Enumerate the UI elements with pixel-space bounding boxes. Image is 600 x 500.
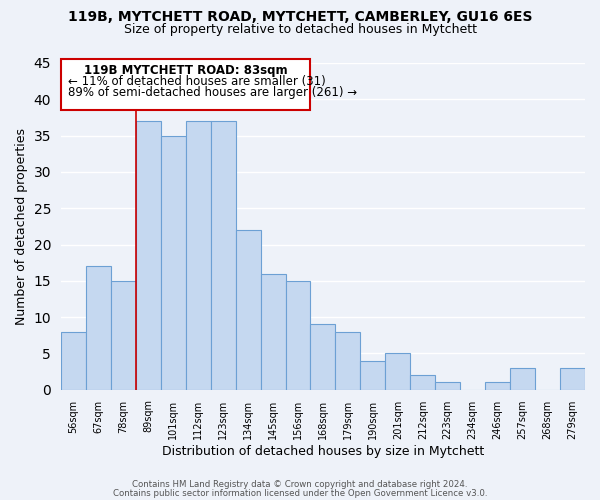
Bar (236, 230, 260, 390)
Bar (136, 121, 161, 390)
Bar (61, 332, 86, 390)
Bar (286, 281, 310, 390)
Bar (510, 368, 535, 390)
Bar (185, 121, 211, 390)
Bar (435, 382, 460, 390)
Text: ← 11% of detached houses are smaller (31): ← 11% of detached houses are smaller (31… (68, 76, 326, 88)
Bar (485, 382, 510, 390)
Text: Contains public sector information licensed under the Open Government Licence v3: Contains public sector information licen… (113, 488, 487, 498)
Text: 119B, MYTCHETT ROAD, MYTCHETT, CAMBERLEY, GU16 6ES: 119B, MYTCHETT ROAD, MYTCHETT, CAMBERLEY… (68, 10, 532, 24)
Bar (385, 354, 410, 390)
Text: Size of property relative to detached houses in Mytchett: Size of property relative to detached ho… (124, 22, 476, 36)
Bar (211, 121, 236, 390)
Bar (335, 332, 361, 390)
X-axis label: Distribution of detached houses by size in Mytchett: Distribution of detached houses by size … (162, 444, 484, 458)
Text: 119B MYTCHETT ROAD: 83sqm: 119B MYTCHETT ROAD: 83sqm (84, 64, 287, 78)
Text: Contains HM Land Registry data © Crown copyright and database right 2024.: Contains HM Land Registry data © Crown c… (132, 480, 468, 489)
Bar (560, 368, 585, 390)
Bar (260, 274, 286, 390)
Bar (86, 266, 111, 390)
Bar (161, 136, 185, 390)
Text: 89% of semi-detached houses are larger (261) →: 89% of semi-detached houses are larger (… (68, 86, 358, 99)
Bar (111, 281, 136, 390)
Bar (410, 375, 435, 390)
Bar (310, 324, 335, 390)
FancyBboxPatch shape (61, 60, 310, 110)
Bar (361, 360, 385, 390)
Y-axis label: Number of detached properties: Number of detached properties (15, 128, 28, 325)
